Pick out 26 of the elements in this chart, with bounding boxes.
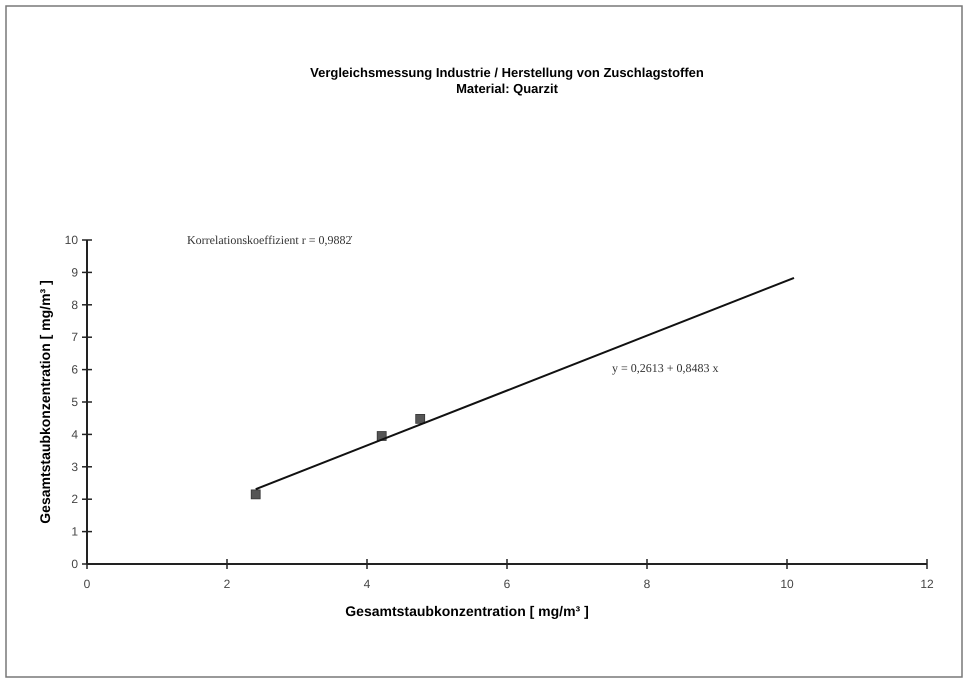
chart-title: Vergleichsmessung Industrie / Herstellung von Zuschlagstoffen — [310, 65, 704, 80]
x-tick-label: 0 — [84, 577, 91, 591]
point — [415, 414, 426, 424]
y-tick-label: 5 — [71, 395, 78, 409]
x-tick-label: 10 — [780, 577, 794, 591]
y-tick-label: 10 — [64, 233, 78, 247]
y-tick-label: 1 — [71, 524, 78, 539]
x-tick-label: 2 — [224, 577, 231, 591]
point — [250, 489, 261, 500]
chart-subtitle: Material: Quarzit — [456, 81, 559, 96]
x-axis-title: Gesamtstaubkonzentration [ mg/m³ ] — [345, 603, 589, 619]
annotation: y = 0,2613 + 0,8483 x — [612, 361, 719, 375]
x-tick-label: 4 — [364, 577, 371, 591]
y-tick-label: 9 — [71, 265, 78, 280]
x-tick-label: 6 — [504, 577, 511, 591]
y-tick-label: 3 — [71, 460, 78, 474]
y-tick-label: 4 — [71, 427, 78, 442]
y-tick-label: 0 — [71, 557, 78, 571]
y-tick-label: 8 — [71, 298, 78, 312]
y-tick-label: 6 — [71, 362, 78, 377]
y-tick-label: 7 — [71, 330, 78, 344]
y-tick-label: 2 — [71, 492, 78, 506]
x-tick-label: 12 — [920, 577, 934, 591]
annotation: Korrelationskoeffizient r = 0,9882̇ — [187, 233, 352, 247]
x-tick-label: 8 — [644, 577, 651, 591]
y-axis-title: Gesamtstaubkonzentration [ mg/m³ ] — [37, 280, 53, 524]
